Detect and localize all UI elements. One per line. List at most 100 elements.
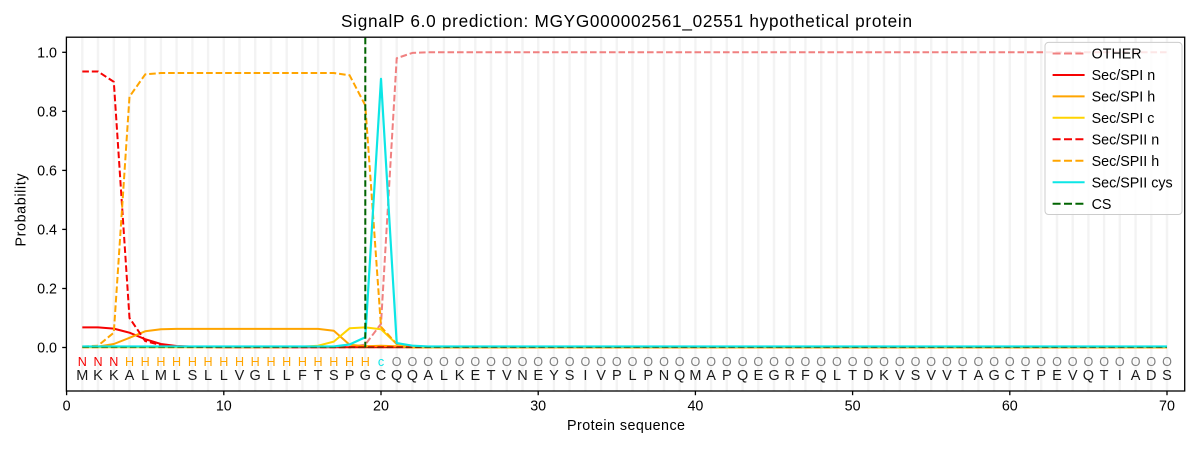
svg-text:O: O [675, 355, 685, 369]
svg-text:O: O [722, 355, 732, 369]
svg-text:Q: Q [407, 368, 418, 384]
svg-text:P: P [722, 368, 732, 384]
svg-text:O: O [1084, 355, 1094, 369]
svg-text:O: O [455, 355, 465, 369]
svg-text:T: T [1021, 368, 1030, 384]
svg-text:Q: Q [674, 368, 685, 384]
svg-text:K: K [879, 368, 889, 384]
svg-text:D: D [1146, 368, 1156, 384]
svg-text:R: R [784, 368, 794, 384]
svg-text:O: O [1162, 355, 1172, 369]
svg-text:I: I [583, 368, 587, 384]
svg-text:O: O [612, 355, 622, 369]
svg-text:O: O [848, 355, 858, 369]
svg-text:S: S [565, 368, 575, 384]
svg-text:0.8: 0.8 [37, 105, 57, 121]
svg-text:P: P [612, 368, 622, 384]
svg-text:Sec/SPI n: Sec/SPI n [1092, 68, 1156, 84]
svg-text:O: O [549, 355, 559, 369]
svg-text:O: O [1005, 355, 1015, 369]
svg-text:H: H [156, 355, 165, 369]
svg-text:A: A [706, 368, 716, 384]
svg-text:O: O [1146, 355, 1156, 369]
svg-text:C: C [1005, 368, 1015, 384]
svg-text:Sec/SPI h: Sec/SPI h [1092, 90, 1156, 106]
svg-text:0.0: 0.0 [37, 341, 57, 357]
svg-text:N: N [517, 368, 527, 384]
svg-text:40: 40 [687, 398, 703, 414]
svg-text:O: O [470, 355, 480, 369]
svg-text:S: S [188, 368, 198, 384]
svg-text:H: H [361, 355, 370, 369]
svg-text:L: L [628, 368, 636, 384]
svg-text:E: E [533, 368, 543, 384]
svg-text:M: M [76, 368, 88, 384]
svg-text:0.6: 0.6 [37, 164, 57, 180]
svg-text:Sec/SPII h: Sec/SPII h [1092, 154, 1160, 170]
svg-text:V: V [235, 368, 245, 384]
svg-text:H: H [141, 355, 150, 369]
svg-text:H: H [219, 355, 228, 369]
svg-text:O: O [581, 355, 591, 369]
svg-text:O: O [769, 355, 779, 369]
svg-text:H: H [125, 355, 134, 369]
svg-text:O: O [1036, 355, 1046, 369]
svg-text:N: N [78, 355, 87, 369]
svg-text:N: N [93, 355, 102, 369]
svg-text:G: G [988, 368, 999, 384]
svg-text:T: T [848, 368, 857, 384]
svg-text:0.4: 0.4 [37, 223, 57, 239]
svg-text:O: O [1131, 355, 1141, 369]
svg-text:O: O [738, 355, 748, 369]
svg-text:O: O [533, 355, 543, 369]
svg-text:Probability: Probability [14, 173, 30, 247]
svg-text:O: O [423, 355, 433, 369]
svg-text:O: O [879, 355, 889, 369]
svg-text:O: O [753, 355, 763, 369]
svg-text:A: A [423, 368, 433, 384]
svg-text:O: O [801, 355, 811, 369]
svg-text:E: E [1052, 368, 1062, 384]
svg-text:L: L [833, 368, 841, 384]
svg-text:K: K [93, 368, 103, 384]
svg-text:G: G [360, 368, 371, 384]
svg-text:H: H [172, 355, 181, 369]
svg-text:A: A [1131, 368, 1141, 384]
svg-text:G: G [250, 368, 261, 384]
svg-text:F: F [298, 368, 307, 384]
svg-text:H: H [298, 355, 307, 369]
svg-text:H: H [266, 355, 275, 369]
svg-text:O: O [1099, 355, 1109, 369]
svg-text:1.0: 1.0 [37, 46, 57, 62]
svg-text:L: L [204, 368, 212, 384]
svg-text:O: O [785, 355, 795, 369]
svg-text:Q: Q [1083, 368, 1094, 384]
svg-text:L: L [283, 368, 291, 384]
svg-text:V: V [1068, 368, 1078, 384]
svg-text:O: O [816, 355, 826, 369]
svg-text:P: P [1036, 368, 1046, 384]
svg-text:SignalP 6.0 prediction: MGYG00: SignalP 6.0 prediction: MGYG000002561_02… [341, 11, 912, 31]
svg-text:P: P [643, 368, 653, 384]
svg-text:O: O [706, 355, 716, 369]
svg-text:O: O [518, 355, 528, 369]
svg-text:M: M [155, 368, 167, 384]
svg-text:O: O [1021, 355, 1031, 369]
svg-text:O: O [911, 355, 921, 369]
svg-text:P: P [345, 368, 355, 384]
svg-text:K: K [109, 368, 119, 384]
svg-text:Q: Q [391, 368, 402, 384]
svg-text:L: L [267, 368, 275, 384]
svg-text:V: V [596, 368, 606, 384]
svg-text:50: 50 [845, 398, 861, 414]
svg-text:O: O [565, 355, 575, 369]
svg-text:Y: Y [549, 368, 559, 384]
svg-text:O: O [628, 355, 638, 369]
svg-text:0: 0 [63, 398, 71, 414]
svg-text:I: I [1118, 368, 1122, 384]
svg-text:O: O [691, 355, 701, 369]
svg-text:H: H [251, 355, 260, 369]
svg-text:T: T [314, 368, 323, 384]
svg-text:O: O [895, 355, 905, 369]
svg-text:H: H [329, 355, 338, 369]
